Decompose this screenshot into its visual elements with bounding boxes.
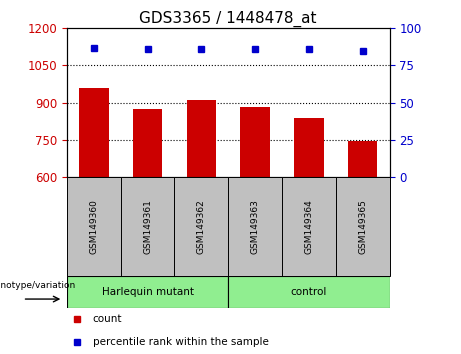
Bar	[228, 177, 282, 276]
Text: control: control	[291, 287, 327, 297]
Bar	[121, 177, 174, 276]
Bar	[294, 118, 324, 177]
Text: count: count	[93, 314, 122, 325]
Bar	[133, 109, 162, 177]
Text: Harlequin mutant: Harlequin mutant	[101, 287, 194, 297]
Bar	[228, 276, 390, 308]
Bar	[174, 177, 228, 276]
Bar	[79, 88, 108, 177]
Bar	[336, 177, 390, 276]
Text: GSM149363: GSM149363	[251, 199, 260, 254]
Bar	[348, 141, 378, 177]
Bar	[282, 177, 336, 276]
Text: genotype/variation: genotype/variation	[0, 280, 76, 290]
Text: GSM149365: GSM149365	[358, 199, 367, 254]
Text: GSM149364: GSM149364	[304, 199, 313, 254]
Bar	[187, 100, 216, 177]
Bar	[240, 107, 270, 177]
Bar	[67, 177, 121, 276]
Bar	[67, 276, 228, 308]
Text: GSM149360: GSM149360	[89, 199, 98, 254]
Text: percentile rank within the sample: percentile rank within the sample	[93, 337, 269, 348]
Title: GDS3365 / 1448478_at: GDS3365 / 1448478_at	[139, 11, 317, 27]
Text: GSM149362: GSM149362	[197, 199, 206, 254]
Text: GSM149361: GSM149361	[143, 199, 152, 254]
